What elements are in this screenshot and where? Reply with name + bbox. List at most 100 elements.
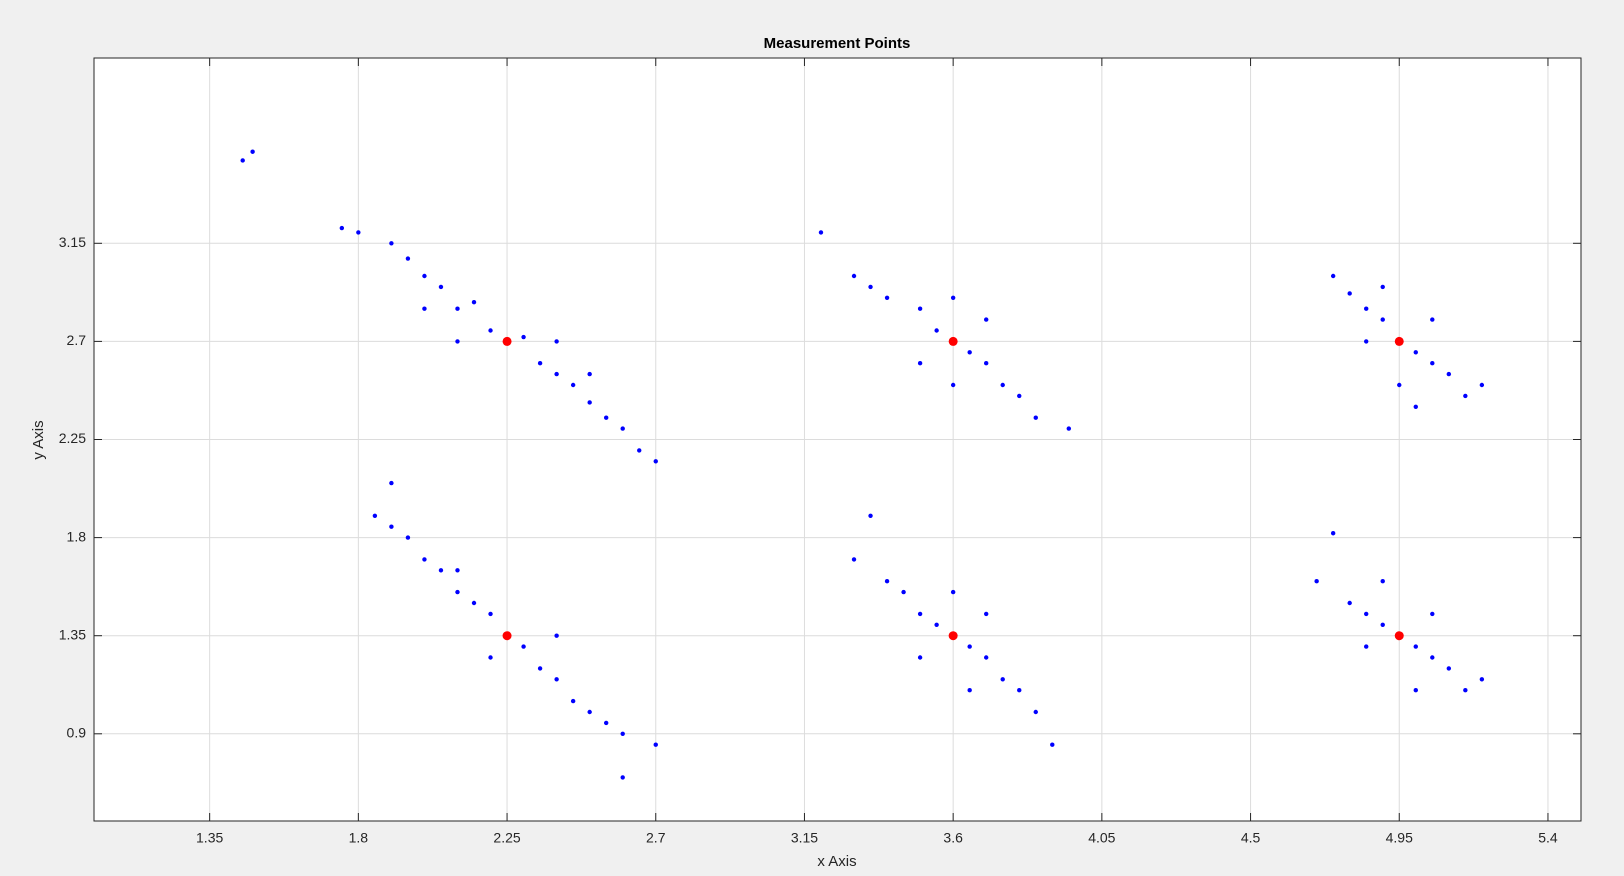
point [1430,611,1435,617]
point [1479,677,1485,682]
point [1413,688,1418,693]
point [1050,742,1055,747]
point [1430,655,1435,660]
point [1033,415,1038,420]
point [1380,284,1385,290]
point [1394,631,1404,641]
point [884,579,890,584]
point [818,230,824,235]
point [1347,600,1352,606]
point [603,720,609,726]
y-tick-label: 3.15 [59,234,86,250]
point [1380,317,1385,322]
point [1463,393,1468,399]
point [455,568,460,573]
point [1463,688,1468,693]
point [471,299,477,305]
point [984,361,989,366]
x-tick-label: 4.05 [1088,830,1115,846]
x-axis-label: x Axis [817,853,856,870]
point [984,611,989,617]
point [934,622,939,627]
point [1364,306,1369,311]
point [1330,531,1336,536]
point [950,589,956,595]
point [502,336,512,346]
point [240,158,245,163]
point [356,230,361,235]
point [339,225,345,231]
point [851,273,857,279]
point [570,698,576,704]
point [1017,393,1022,399]
point [1413,350,1418,355]
point [884,295,890,300]
point [488,611,493,617]
point [554,677,559,682]
y-tick-label: 2.25 [59,430,86,446]
point [948,336,958,346]
point [637,448,642,453]
point [1430,361,1435,366]
point [1017,688,1022,693]
point [1446,666,1452,671]
point [620,426,625,431]
point [455,589,460,595]
point [471,600,477,606]
x-tick-label: 2.7 [646,830,666,846]
x-tick-label: 1.8 [349,830,369,846]
point [372,513,378,518]
x-tick-label: 4.95 [1386,830,1413,846]
point [422,273,427,279]
point [1430,317,1435,322]
point [1000,382,1005,388]
point [620,731,625,736]
point [587,371,592,377]
point [917,655,923,660]
point [653,459,658,464]
point [1413,644,1418,649]
point [422,557,427,562]
x-tick-label: 5.4 [1538,830,1558,846]
point [502,631,512,641]
point [653,742,658,747]
point [389,524,394,529]
y-axis-label: y Axis [30,420,47,459]
point [1033,709,1038,715]
point [422,306,427,311]
axes-box [93,57,1582,822]
point [967,688,972,693]
point [1397,382,1402,388]
point [1364,611,1369,617]
y-tick-label: 2.7 [67,332,87,348]
point [455,306,460,311]
chart-title: Measurement Points [764,35,911,52]
y-tick-label: 1.8 [67,528,87,544]
x-tick-label: 4.5 [1241,830,1261,846]
point [1380,579,1385,584]
point [950,295,956,300]
point [851,557,857,562]
point [554,339,559,344]
point [488,328,493,333]
point [950,382,956,388]
point [603,415,609,420]
point [521,644,526,649]
point [389,241,394,246]
point [405,256,411,261]
point [1446,371,1452,377]
x-tick-label: 3.6 [943,830,963,846]
point [1364,644,1369,649]
point [620,775,625,780]
point [570,382,576,388]
point [1364,339,1369,344]
point [984,317,989,322]
point [587,709,592,715]
point [587,400,592,405]
point [917,306,923,311]
point [537,666,543,671]
plot-layer: 1.35 1.8 2.25 2.7 3.15 3.6 4.05 4.5 4.95 5.4 0.9 1.… [59,57,1582,846]
point [967,644,972,649]
point [1000,677,1005,682]
